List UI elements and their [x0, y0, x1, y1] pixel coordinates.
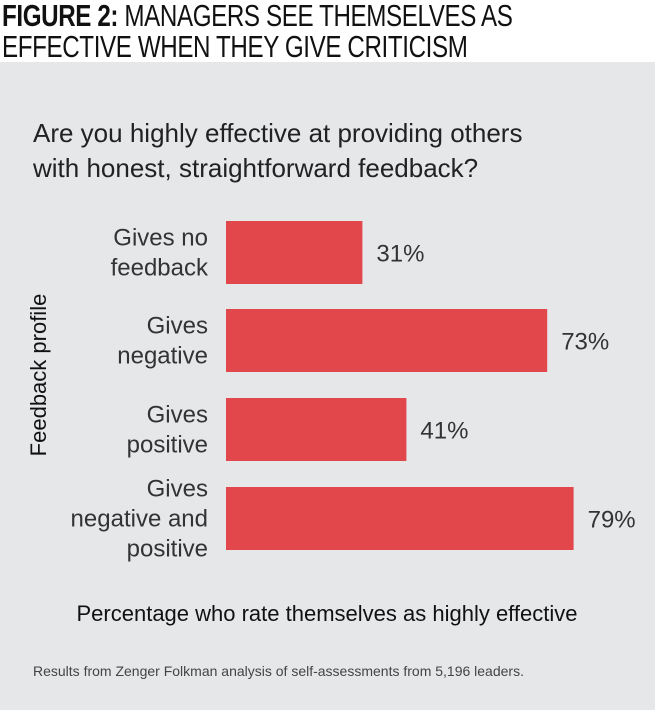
y-axis-label: Feedback profile — [26, 294, 51, 457]
chart-question-line-1: Are you highly effective at providing ot… — [33, 118, 522, 148]
data-label-0: 31% — [376, 241, 424, 268]
bar-0 — [226, 221, 363, 284]
figure-title-line-1: MANAGERS SEE THEMSELVES AS — [124, 0, 513, 33]
data-label-2: 41% — [420, 418, 468, 445]
category-label-3-line-0: Gives — [147, 476, 208, 503]
data-label-3: 79% — [588, 507, 636, 534]
chart-question-line-2: with honest, straightforward feedback? — [32, 153, 478, 183]
category-label-3-line-2: positive — [127, 536, 208, 563]
category-label-1-line-1: negative — [117, 343, 208, 370]
category-label-2-line-0: Gives — [147, 402, 208, 429]
category-label-0-line-1: feedback — [111, 255, 209, 282]
category-label-0-line-0: Gives no — [113, 225, 208, 252]
data-label-1: 73% — [561, 329, 609, 356]
bar-1 — [226, 309, 548, 372]
bar-2 — [226, 398, 407, 461]
figure-label: FIGURE 2: — [2, 0, 119, 33]
figure-title-line-2: EFFECTIVE WHEN THEY GIVE CRITICISM — [2, 29, 468, 64]
category-label-1-line-0: Gives — [147, 313, 208, 340]
chart-panel — [0, 62, 655, 710]
source-note: Results from Zenger Folkman analysis of … — [33, 663, 524, 679]
category-label-3-line-1: negative and — [71, 506, 208, 533]
figure-title: FIGURE 2: MANAGERS SEE THEMSELVES AS EFF… — [2, 0, 513, 64]
x-axis-label: Percentage who rate themselves as highly… — [77, 601, 578, 626]
category-label-2-line-1: positive — [127, 432, 208, 459]
bar-3 — [226, 487, 574, 550]
